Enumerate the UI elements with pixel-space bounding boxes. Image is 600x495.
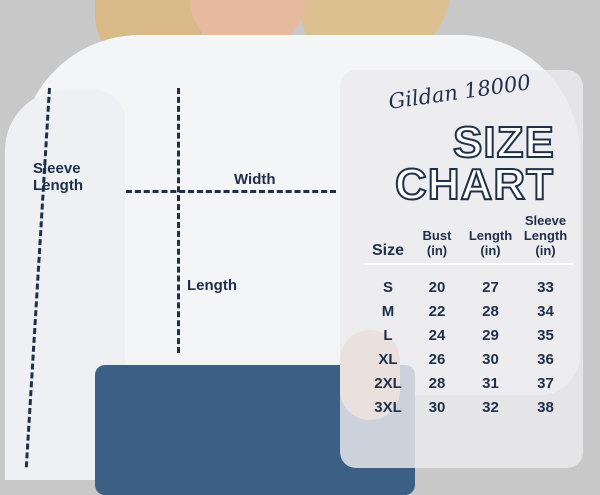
table-cell: L xyxy=(383,326,393,344)
table-cell: 32 xyxy=(482,398,499,416)
table-cell: 37 xyxy=(537,374,554,392)
header-length: Length (in) xyxy=(463,213,518,265)
length-label: Length xyxy=(187,277,237,294)
table-cell: 30 xyxy=(482,350,499,368)
table-row: XL 26 30 36 xyxy=(365,347,573,371)
table-cell: 20 xyxy=(428,278,446,296)
table-cell: 27 xyxy=(482,278,499,296)
table-cell: 22 xyxy=(428,302,446,320)
table-row: 2XL 28 31 37 xyxy=(365,371,573,395)
table-cell: 31 xyxy=(482,374,499,392)
table-cell: 29 xyxy=(482,326,499,344)
table-cell: 35 xyxy=(537,326,554,344)
table-cell: 33 xyxy=(537,278,554,296)
width-line xyxy=(126,190,336,193)
table-cell: 24 xyxy=(428,326,446,344)
title-chart: CHART xyxy=(394,159,554,210)
length-line xyxy=(177,88,180,353)
table-cell: M xyxy=(381,302,395,320)
table-row: M 22 28 34 xyxy=(365,299,573,323)
table-cell: 26 xyxy=(428,350,446,368)
table-cell: XL xyxy=(378,350,398,368)
size-chart-panel xyxy=(340,70,583,468)
table-cell: 36 xyxy=(537,350,554,368)
header-sleeve-length: Sleeve Length (in) xyxy=(518,213,573,265)
table-row: L 24 29 35 xyxy=(365,323,573,347)
table-row: 3XL 30 32 38 xyxy=(365,395,573,419)
table-row: S 20 27 33 xyxy=(365,264,573,299)
table-cell: 28 xyxy=(428,374,446,392)
table-header-row: Size Bust (in) Length (in) Sleeve Length… xyxy=(365,213,573,265)
table-cell: 34 xyxy=(537,302,554,320)
sleeve-length-label: Sleeve Length xyxy=(33,160,83,194)
width-label: Width xyxy=(234,171,276,188)
table-cell: S xyxy=(382,278,393,296)
title-size: SIZE xyxy=(452,117,555,168)
header-bust: Bust (in) xyxy=(411,213,463,265)
table-cell: 2XL xyxy=(374,374,402,392)
table-cell: 38 xyxy=(537,398,554,416)
table-cell: 30 xyxy=(428,398,446,416)
table-cell: 28 xyxy=(482,302,499,320)
table-cell: 3XL xyxy=(374,398,402,416)
header-size: Size xyxy=(365,213,411,265)
size-table: Size Bust (in) Length (in) Sleeve Length… xyxy=(365,213,573,419)
